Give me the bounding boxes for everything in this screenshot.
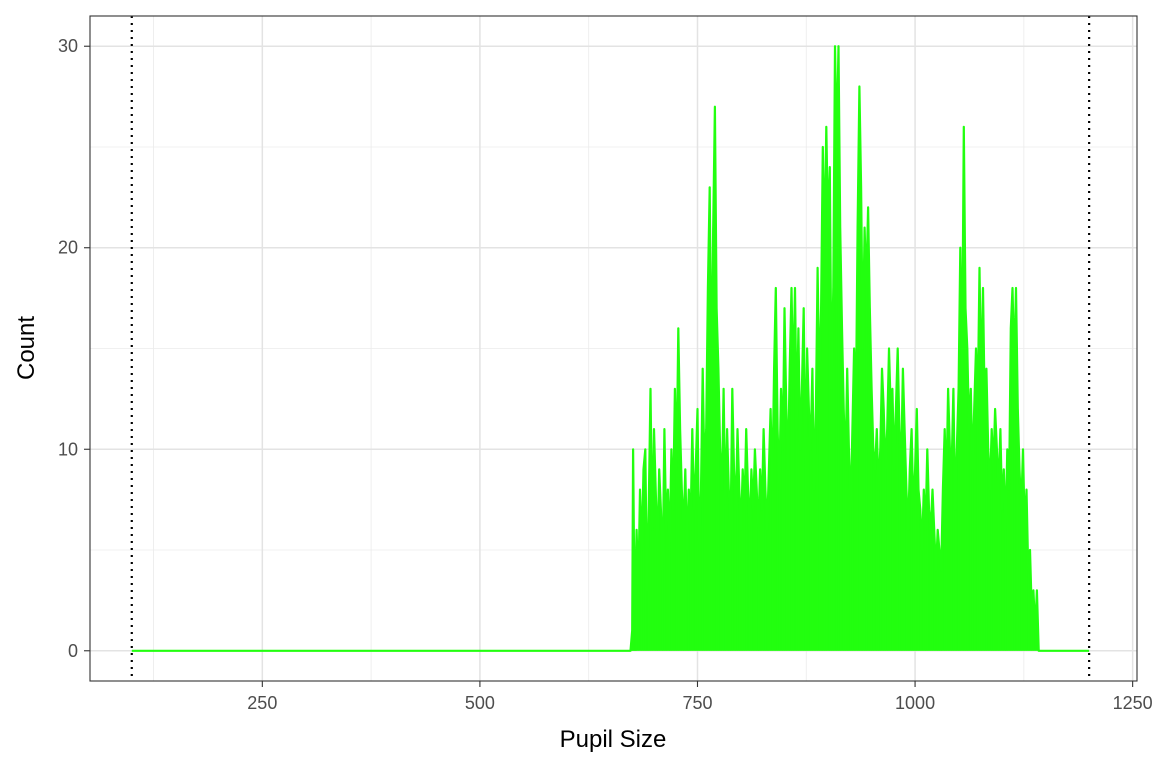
- plot-border: [89, 15, 1138, 682]
- y-tick-label: 0: [68, 641, 78, 661]
- series-line: [131, 45, 1090, 652]
- x-axis-title: Pupil Size: [560, 726, 667, 753]
- x-tick-label: 1250: [1113, 693, 1152, 713]
- x-tick-label: 250: [247, 693, 277, 713]
- series-layer: [131, 45, 1090, 652]
- x-tick-label: 500: [465, 693, 495, 713]
- y-tick-label: 30: [58, 36, 78, 56]
- reference-lines: [130, 16, 1091, 681]
- x-tick-label: 1000: [895, 693, 935, 713]
- y-axis-title: Count: [13, 316, 40, 380]
- y-tick-label: 10: [58, 439, 78, 459]
- x-axis: 250 500 750 1000 1250: [247, 681, 1152, 713]
- y-tick-label: 20: [58, 238, 78, 258]
- x-tick-label: 750: [682, 693, 712, 713]
- y-axis: 0 10 20 30: [58, 36, 90, 661]
